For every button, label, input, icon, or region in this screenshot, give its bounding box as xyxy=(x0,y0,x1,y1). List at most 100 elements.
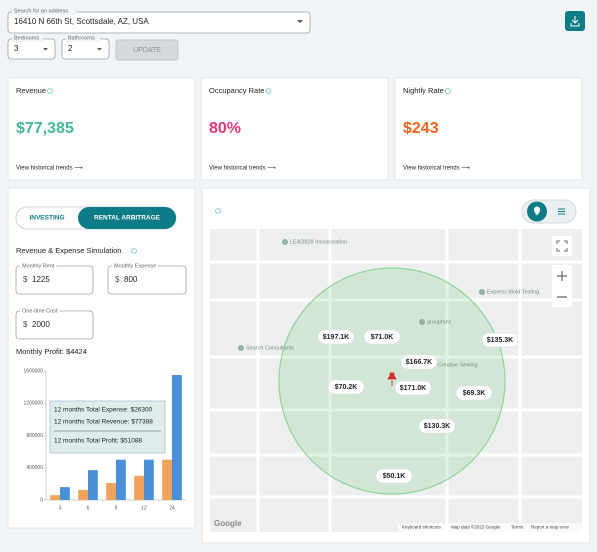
poi-icon xyxy=(282,239,288,245)
dropdown-arrow xyxy=(297,20,303,23)
stat-card xyxy=(200,77,389,181)
bar xyxy=(134,475,144,500)
info-icon[interactable] xyxy=(47,88,53,94)
stat-card xyxy=(7,77,196,181)
tab-active[interactable] xyxy=(78,207,176,229)
price-label[interactable]: $71.0K xyxy=(371,334,394,341)
tooltip-line: 12 months Total Revenue: $77388 xyxy=(54,419,153,426)
price-label[interactable]: $135.3K xyxy=(487,337,513,344)
place-name: LEAD828 Incorporation xyxy=(290,239,347,245)
tab[interactable]: RENTAL ARBITRAGE xyxy=(94,215,161,222)
poi-icon xyxy=(479,289,485,295)
monthly-profit: Monthly Profit: $4424 xyxy=(16,347,87,356)
bedrooms-label: Bedrooms xyxy=(14,35,39,41)
location-pin xyxy=(387,372,397,386)
zoom-icons[interactable] xyxy=(557,271,567,298)
price-marker[interactable] xyxy=(481,332,519,348)
fullscreen-button[interactable] xyxy=(552,236,572,256)
bar xyxy=(60,487,70,500)
map-footer-link[interactable]: Report a map error xyxy=(531,525,570,530)
stat-card xyxy=(394,77,583,181)
stat-value: $77,385 xyxy=(16,120,74,137)
x-tick-label: 6 xyxy=(87,505,90,511)
input-box[interactable] xyxy=(15,310,94,340)
x-tick-label: 24 xyxy=(169,505,175,511)
update-button[interactable] xyxy=(115,39,179,61)
price-label[interactable]: $171.0K xyxy=(400,385,426,392)
stat-title: Nightly Rate xyxy=(403,86,444,95)
poi-icon xyxy=(238,345,244,351)
list-icon[interactable] xyxy=(558,208,565,215)
input-value: 800 xyxy=(124,275,138,284)
bar xyxy=(88,470,98,500)
simulation-title: Revenue & Expense Simulation xyxy=(16,246,121,255)
map-logo: Google xyxy=(214,519,242,528)
stat-value: 80% xyxy=(209,120,241,137)
download-icon xyxy=(570,16,580,27)
price-marker[interactable] xyxy=(317,329,355,345)
label-bg xyxy=(20,263,57,269)
place-name: Helena's Creative Sewing xyxy=(415,362,478,368)
price-marker[interactable] xyxy=(375,468,413,484)
map-footer-link[interactable]: Keyboard shortcuts xyxy=(402,525,442,530)
poi-icon xyxy=(419,319,425,325)
fullscreen-icon xyxy=(556,240,568,252)
label-bg xyxy=(66,35,100,42)
y-tick-label: 1200000 xyxy=(24,401,44,407)
price-label[interactable]: $69.3K xyxy=(463,390,486,397)
address-label: Search for an address xyxy=(14,8,68,14)
info-icon[interactable] xyxy=(215,208,221,214)
price-label[interactable]: $197.1K xyxy=(323,334,349,341)
stat-title: Revenue xyxy=(16,86,46,95)
price-marker[interactable] xyxy=(394,380,432,396)
stat-value: $243 xyxy=(403,120,439,137)
update-label: UPDATE xyxy=(133,47,161,54)
label-bg xyxy=(12,35,43,42)
dropdown-arrow xyxy=(43,48,48,51)
input-prefix: $ xyxy=(23,275,28,284)
input-box[interactable] xyxy=(107,265,187,295)
input-label: Monthly Expense xyxy=(114,263,156,269)
price-marker[interactable] xyxy=(327,379,365,395)
input-box[interactable] xyxy=(15,265,94,295)
price-label[interactable]: $130.3K xyxy=(424,423,450,430)
x-tick-label: 3 xyxy=(59,505,62,511)
tooltip-line: 12 months Total Expense: $26300 xyxy=(54,407,153,414)
place-name: groupfanz xyxy=(427,319,452,325)
info-icon[interactable] xyxy=(445,88,451,94)
price-marker[interactable] xyxy=(455,385,493,401)
price-label[interactable]: $70.2K xyxy=(335,384,358,391)
price-marker[interactable] xyxy=(418,418,456,434)
label-bg xyxy=(20,308,60,314)
place-name: Express Mold Testing xyxy=(487,289,539,295)
price-label[interactable]: $166.7K xyxy=(406,359,432,366)
label-bg xyxy=(112,263,159,269)
label-bg xyxy=(12,8,76,15)
stat-title: Occupancy Rate xyxy=(209,86,264,95)
input-label: Monthly Rent xyxy=(22,263,55,269)
y-tick-label: 400000 xyxy=(26,465,43,471)
stat-link[interactable]: View historical trends ⟶ xyxy=(16,166,83,172)
input-prefix: $ xyxy=(115,275,120,284)
stat-link[interactable]: View historical trends ⟶ xyxy=(209,166,276,172)
price-label[interactable]: $50.1K xyxy=(383,473,406,480)
bar xyxy=(172,375,182,500)
place-name: Search Consultants xyxy=(246,345,294,351)
bar xyxy=(106,483,116,500)
input-value: 1225 xyxy=(32,275,50,284)
info-icon[interactable] xyxy=(265,88,272,94)
bar xyxy=(78,489,88,500)
input-label: One-time Cost xyxy=(22,308,58,314)
address-select[interactable] xyxy=(7,11,311,34)
bar xyxy=(116,459,126,500)
price-marker[interactable] xyxy=(400,354,438,370)
y-tick-label: 0 xyxy=(40,497,43,503)
map-footer-link[interactable]: Terms xyxy=(511,525,524,530)
tab[interactable]: INVESTING xyxy=(29,215,64,222)
info-icon[interactable] xyxy=(131,248,137,254)
stat-link[interactable]: View historical trends ⟶ xyxy=(403,166,470,172)
tooltip xyxy=(49,400,166,454)
price-marker[interactable] xyxy=(363,329,401,345)
address-value: 16410 N 66th St, Scottsdale, AZ, USA xyxy=(14,17,149,26)
map-footer-link[interactable]: Map data ©2023 Google xyxy=(451,524,501,530)
